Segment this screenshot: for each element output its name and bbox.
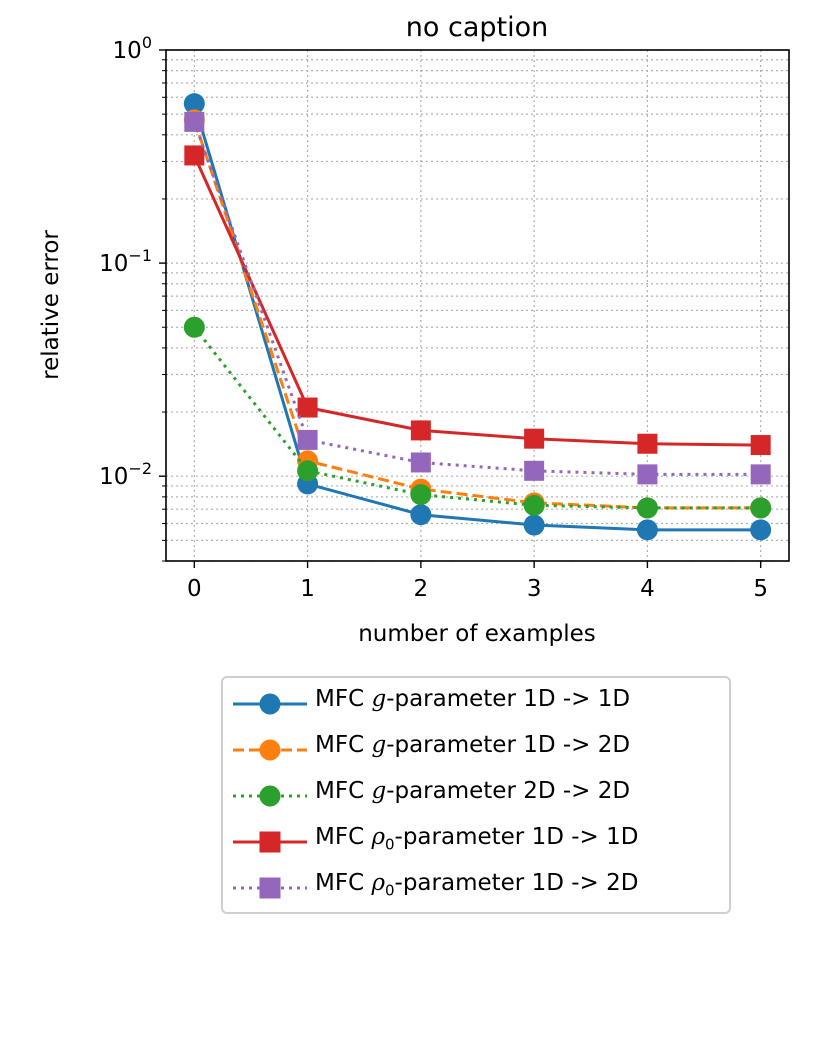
data-point [184,111,205,132]
data-point [410,484,432,506]
data-point [523,514,545,536]
series-1 [183,93,772,541]
legend-marker [259,693,281,715]
legend-marker [259,739,281,761]
series-line [193,326,761,510]
legend-entry: MFC g-parameter 1D -> 2D [223,728,729,768]
series-layer [183,93,772,541]
x-axis-label: number of examples [358,621,596,647]
chart-title: no caption [406,12,548,43]
legend-marker [259,877,281,899]
data-point [524,460,545,481]
series-line [192,154,761,447]
x-tick-label: 2 [414,576,429,602]
legend-marker [259,831,281,853]
x-tick-label: 1 [300,576,315,602]
series-5 [184,111,771,485]
legend-label: MFC g-parameter 1D -> 1D [315,686,631,712]
data-point [183,93,205,115]
data-point [410,420,431,441]
y-tick-label: 100 [113,33,152,64]
data-point [637,464,658,485]
data-point [297,429,318,450]
legend-marker [259,785,281,807]
data-point [297,397,318,418]
x-tick-label: 4 [640,576,655,602]
x-tick-label: 0 [187,576,202,602]
y-tick-label: 10−2 [99,459,152,490]
plot-area-frame [165,49,790,562]
series-line [192,119,761,510]
y-tick-label: 10−1 [99,246,152,277]
legend-entry: MFC g-parameter 1D -> 1D [223,682,729,722]
data-point [750,435,771,456]
series-line [192,103,761,532]
legend-entry: MFC g-parameter 2D -> 2D [223,774,729,814]
y-axis-label: relative error [38,230,64,380]
legend-swatch [233,693,307,715]
legend: MFC g-parameter 1D -> 1D MFC g-parameter … [221,676,731,914]
data-point [410,452,431,473]
series-3 [183,316,772,519]
grid [166,49,789,562]
data-point [637,433,658,454]
legend-label: MFC ρ0-parameter 1D -> 1D [315,824,639,854]
data-point [750,497,772,519]
series-2 [183,109,772,519]
data-point [523,494,545,516]
data-point [750,464,771,485]
data-point [636,497,658,519]
legend-swatch [233,739,307,761]
legend-entry: MFC ρ0-parameter 1D -> 1D [223,820,729,860]
series-4 [184,145,771,456]
legend-swatch [233,785,307,807]
data-point [524,428,545,449]
data-point [297,460,319,482]
data-point [636,519,658,541]
legend-entry: MFC ρ0-parameter 1D -> 2D [223,866,729,906]
legend-label: MFC g-parameter 2D -> 2D [315,778,631,804]
x-tick-label: 5 [753,576,768,602]
legend-swatch [233,877,307,899]
legend-label: MFC g-parameter 1D -> 2D [315,732,631,758]
x-tick-label: 3 [527,576,542,602]
data-point [750,519,772,541]
legend-swatch [233,831,307,853]
legend-label: MFC ρ0-parameter 1D -> 2D [315,870,639,900]
series-line [192,121,761,476]
data-point [410,504,432,526]
data-point [183,316,205,338]
axis-ticks: 0 1 2 3 4 5 100 10−1 10−2 [99,33,768,602]
data-point [184,145,205,166]
